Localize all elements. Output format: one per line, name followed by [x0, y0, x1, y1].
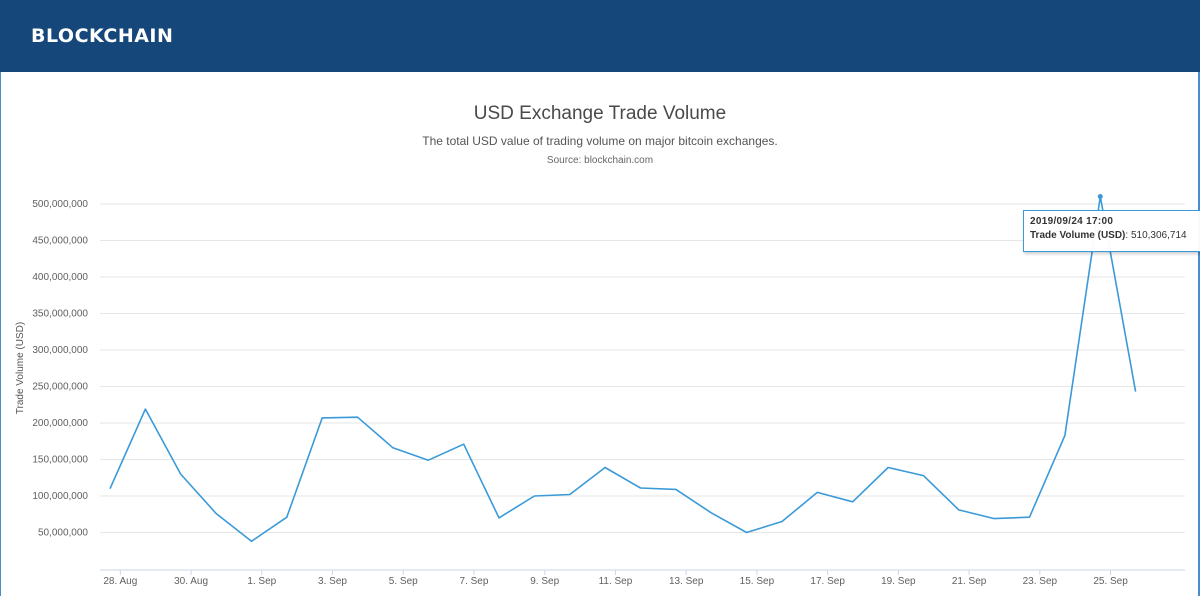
x-tick-label: 15. Sep [740, 576, 775, 587]
chart-title: USD Exchange Trade Volume [473, 103, 727, 124]
tooltip-series-label: Trade Volume (USD) [1030, 230, 1126, 241]
top-header-bar: BLOCKCHAIN [0, 0, 1200, 72]
x-tick-label: 11. Sep [599, 576, 633, 587]
data-tooltip: 2019/09/24 17:00 Trade Volume (USD): 510… [1023, 210, 1200, 252]
y-tick-label: 150,000,000 [32, 455, 88, 466]
grid-lines [100, 203, 1185, 533]
blockchain-logo[interactable]: BLOCKCHAIN [31, 25, 174, 47]
chart-subtitle: The total USD value of trading volume on… [422, 134, 778, 148]
x-tick-label: 13. Sep [669, 576, 704, 587]
x-tick-label: 1. Sep [247, 576, 276, 587]
right-frame-edge [1198, 72, 1200, 596]
x-tick-label: 9. Sep [530, 576, 559, 587]
x-axis-ticks: 28. Aug 30. Aug 1. Sep 3. Sep 5. Sep 7. Sep 9.… [103, 570, 1128, 587]
x-tick-label: 30. Aug [174, 576, 208, 587]
series-line-trade-volume[interactable] [109, 195, 1137, 543]
x-tick-label: 25. Sep [1093, 576, 1128, 587]
x-tick-label: 17. Sep [810, 576, 845, 587]
tooltip-date: 2019/09/24 17:00 [1030, 216, 1114, 227]
x-tick-label: 3. Sep [318, 576, 347, 587]
data-point[interactable] [1097, 193, 1103, 199]
y-tick-label: 500,000,000 [32, 199, 88, 210]
x-tick-label: 5. Sep [389, 576, 418, 587]
x-tick-label: 28. Aug [103, 576, 137, 587]
y-tick-label: 250,000,000 [32, 382, 88, 393]
y-tick-label: 350,000,000 [32, 309, 88, 320]
x-tick-label: 21. Sep [952, 576, 987, 587]
left-frame-edge [0, 72, 1, 596]
x-tick-label: 23. Sep [1023, 576, 1058, 587]
tooltip-value: 510,306,714 [1130, 230, 1187, 241]
tooltip-separator: : [1125, 230, 1131, 241]
y-axis-title: Trade Volume (USD) [15, 322, 26, 414]
y-tick-label: 400,000,000 [32, 272, 88, 283]
x-tick-label: 19. Sep [881, 576, 916, 587]
y-axis-ticks: 50,000,000 100,000,000 150,000,000 200,000,… [32, 199, 88, 539]
x-tick-label: 7. Sep [460, 576, 489, 587]
chart-source: Source: blockchain.com [546, 155, 654, 166]
y-tick-label: 450,000,000 [32, 236, 88, 247]
series-points [109, 193, 1136, 542]
y-tick-label: 100,000,000 [32, 491, 88, 502]
y-tick-label: 50,000,000 [38, 528, 88, 539]
y-tick-label: 300,000,000 [32, 345, 88, 356]
y-tick-label: 200,000,000 [32, 418, 88, 429]
